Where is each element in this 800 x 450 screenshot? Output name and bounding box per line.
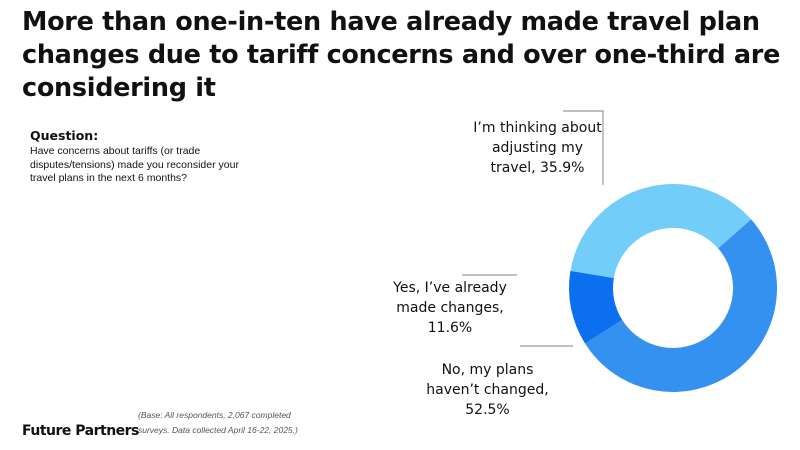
leader-line-thinking — [563, 110, 604, 185]
data-label-changed: Yes, I’ve already made changes, 11.6% — [393, 280, 507, 336]
base-note: (Base: All respondents, 2,067 completed … — [138, 410, 298, 435]
question-heading: Question: — [30, 128, 99, 143]
slice-thinking — [570, 183, 752, 279]
leader-lines — [462, 110, 604, 347]
data-label-not-changed: No, my plans haven’t changed, 52.5% — [426, 362, 549, 418]
data-label-thinking: I’m thinking about adjusting my travel, … — [473, 120, 602, 176]
slice-changed — [569, 270, 623, 344]
slice-not-changed — [585, 219, 778, 393]
brand-logo: Future Partners — [22, 423, 139, 439]
page-title: More than one-in-ten have already made t… — [22, 7, 781, 103]
question-text: Have concerns about tariffs (or trade di… — [30, 145, 239, 184]
